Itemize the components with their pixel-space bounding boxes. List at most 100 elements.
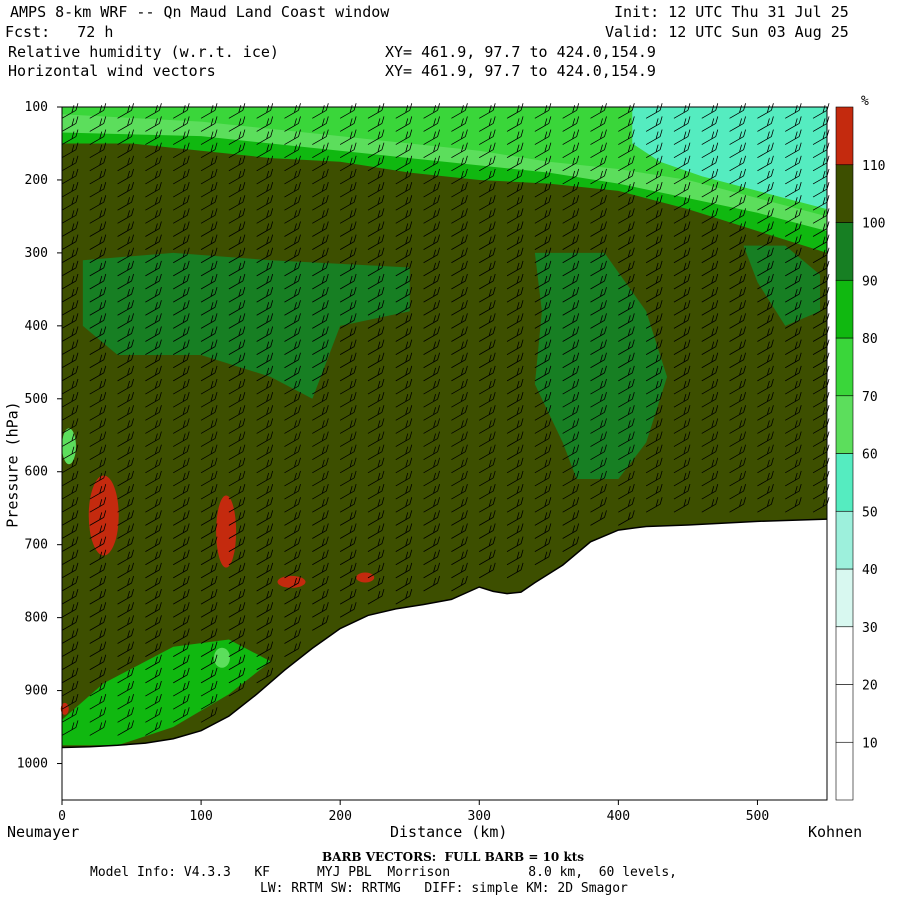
- wind-barb: [729, 195, 746, 211]
- wind-barb: [200, 628, 218, 644]
- wind-barb: [534, 339, 552, 355]
- wind-barb: [145, 720, 162, 736]
- wind-barb: [117, 365, 134, 382]
- wind-barb: [312, 195, 329, 211]
- wind-barb: [451, 510, 468, 526]
- wind-barb: [785, 155, 802, 172]
- wind-barb: [618, 497, 635, 513]
- wind-barb: [173, 562, 190, 579]
- wind-barb: [451, 260, 468, 277]
- wind-barb: [395, 352, 413, 369]
- wind-barb: [228, 352, 246, 369]
- wind-barb: [145, 365, 162, 382]
- wind-barb: [89, 418, 107, 434]
- wind-barb: [785, 444, 802, 461]
- wind-barb: [256, 628, 274, 644]
- wind-barb: [89, 142, 107, 159]
- wind-barb: [89, 273, 107, 290]
- wind-barb: [645, 444, 663, 461]
- wind-barb: [757, 431, 774, 447]
- wind-barb: [673, 326, 691, 342]
- wind-barb: [590, 418, 607, 434]
- wind-barb: [284, 287, 301, 303]
- wind-barb: [645, 247, 663, 264]
- wind-barb: [256, 287, 274, 303]
- wind-barb: [173, 707, 190, 723]
- wind-barb: [367, 405, 385, 421]
- wind-barb: [618, 208, 635, 224]
- wind-barb: [117, 523, 134, 539]
- wind-barb: [61, 457, 79, 474]
- wind-barb: [590, 155, 607, 172]
- wind-barb: [757, 326, 774, 342]
- wind-barb: [423, 418, 440, 434]
- barb-note: BARB VECTORS: FULL BARB = 10 kts: [322, 850, 585, 864]
- wind-barb: [395, 116, 413, 132]
- wind-barb: [506, 168, 524, 185]
- wind-barb: [395, 339, 413, 355]
- wind-barb: [228, 155, 246, 172]
- wind-barb: [284, 562, 301, 579]
- wind-barb: [423, 378, 440, 395]
- wind-barb: [506, 497, 524, 513]
- wind-barb: [145, 602, 162, 618]
- wind-barb: [645, 418, 663, 434]
- wind-barb: [200, 418, 218, 434]
- wind-barb: [117, 129, 134, 145]
- wind-barb: [729, 234, 746, 250]
- wind-barb: [61, 602, 79, 618]
- wind-barb: [729, 260, 746, 277]
- wind-barb: [339, 326, 357, 342]
- wind-barb: [729, 431, 746, 447]
- wind-barb: [785, 457, 802, 474]
- wind-barb: [367, 116, 385, 132]
- wind-barb: [534, 378, 552, 395]
- wind-barb: [312, 457, 329, 474]
- wind-barb: [479, 326, 496, 342]
- wind-barb: [506, 195, 524, 211]
- wind-barb: [423, 313, 440, 329]
- wind-barb: [117, 273, 134, 290]
- wind-barb: [451, 378, 468, 395]
- y-tick-label: 600: [25, 465, 48, 480]
- wind-barb: [673, 339, 691, 355]
- wind-barb: [395, 181, 413, 198]
- wind-barb: [200, 313, 218, 329]
- colorbar-bin: [835, 741, 854, 801]
- wind-barb: [479, 247, 496, 264]
- wind-barb: [590, 457, 607, 474]
- wind-barb: [395, 300, 413, 316]
- wind-barb: [785, 431, 802, 447]
- wind-barb: [312, 221, 329, 237]
- wind-barb: [618, 483, 635, 500]
- wind-barb: [117, 142, 134, 159]
- wind-barb: [284, 405, 301, 421]
- wind-barb: [534, 536, 552, 552]
- wind-barb: [506, 142, 524, 159]
- wind-barb: [339, 483, 357, 500]
- wind-barb: [673, 352, 691, 369]
- colorbar-bin: [835, 279, 854, 339]
- wind-barb: [256, 168, 274, 185]
- wind-barb: [701, 234, 719, 250]
- wind-barb: [228, 234, 246, 250]
- wind-barb: [256, 536, 274, 552]
- rh-region-red-5: [60, 702, 69, 715]
- wind-barb: [228, 589, 246, 605]
- wind-barb: [673, 392, 691, 408]
- wind-barb: [339, 392, 357, 408]
- wind-barb: [534, 510, 552, 526]
- wind-barb: [339, 208, 357, 224]
- wind-barb: [228, 654, 246, 671]
- wind-barb: [367, 431, 385, 447]
- wind-barb: [673, 116, 691, 132]
- wind-barb: [312, 116, 329, 132]
- wind-barb: [562, 247, 580, 264]
- wind-barb: [117, 694, 134, 710]
- wind-barb: [61, 667, 79, 684]
- model-info: Model Info: V4.3.3 KF MYJ PBL Morrison 8…: [90, 865, 677, 880]
- plot-frame: [61, 106, 828, 801]
- colorbar-bin: [835, 626, 854, 685]
- wind-barb: [173, 549, 190, 566]
- wind-barb: [312, 142, 329, 159]
